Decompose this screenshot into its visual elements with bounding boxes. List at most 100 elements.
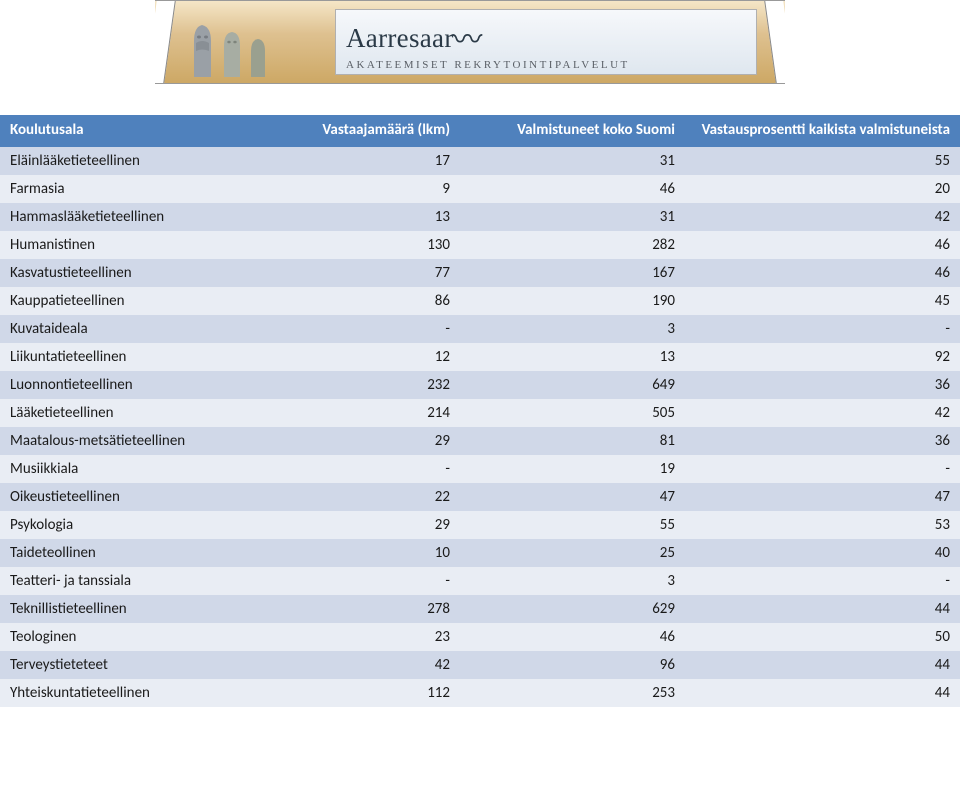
row-label: Kuvataideala	[0, 315, 260, 343]
row-col2: 505	[460, 399, 685, 427]
table-row: Taideteollinen102540	[0, 539, 960, 567]
table-row: Oikeustieteellinen224747	[0, 483, 960, 511]
row-col3: 44	[685, 651, 960, 679]
row-col2: 55	[460, 511, 685, 539]
data-table: Koulutusala Vastaajamäärä (lkm) Valmistu…	[0, 115, 960, 707]
row-col2: 31	[460, 147, 685, 175]
table-row: Kauppatieteellinen8619045	[0, 287, 960, 315]
table-row: Teatteri- ja tanssiala-3-	[0, 567, 960, 595]
row-col2: 81	[460, 427, 685, 455]
row-col2: 3	[460, 315, 685, 343]
col-header-vastaajamaara: Vastaajamäärä (lkm)	[260, 115, 460, 147]
row-label: Liikuntatieteellinen	[0, 343, 260, 371]
brand-text-left: Aarresaar	[346, 23, 454, 53]
row-col3: 36	[685, 427, 960, 455]
row-col3: 36	[685, 371, 960, 399]
brand-tagline: Akateemiset rekrytointipalvelut	[346, 59, 746, 71]
row-col2: 46	[460, 175, 685, 203]
table-row: Teologinen234650	[0, 623, 960, 651]
row-label: Farmasia	[0, 175, 260, 203]
row-col3: -	[685, 567, 960, 595]
row-label: Kauppatieteellinen	[0, 287, 260, 315]
row-col1: 29	[260, 427, 460, 455]
row-col2: 96	[460, 651, 685, 679]
row-col1: 278	[260, 595, 460, 623]
banner: Aarresaar〰 Akateemiset rekrytointipalvel…	[155, 0, 785, 84]
table-row: Eläinlääketieteellinen173155	[0, 147, 960, 175]
row-col1: 112	[260, 679, 460, 707]
row-col1: 10	[260, 539, 460, 567]
table-row: Luonnontieteellinen23264936	[0, 371, 960, 399]
row-label: Yhteiskuntatieteellinen	[0, 679, 260, 707]
row-col3: 42	[685, 203, 960, 231]
brand-panel: Aarresaar〰 Akateemiset rekrytointipalvel…	[335, 9, 757, 75]
table-row: Humanistinen13028246	[0, 231, 960, 259]
row-col2: 19	[460, 455, 685, 483]
row-col1: 22	[260, 483, 460, 511]
row-col2: 649	[460, 371, 685, 399]
row-col1: 13	[260, 203, 460, 231]
table-row: Farmasia94620	[0, 175, 960, 203]
row-label: Maatalous-metsätieteellinen	[0, 427, 260, 455]
row-col2: 47	[460, 483, 685, 511]
table-row: Hammaslääketieteellinen133142	[0, 203, 960, 231]
table-row: Kasvatustieteellinen7716746	[0, 259, 960, 287]
row-label: Terveystieteteet	[0, 651, 260, 679]
moai-statues-icon	[187, 21, 269, 79]
row-col1: 12	[260, 343, 460, 371]
table-row: Kuvataideala-3-	[0, 315, 960, 343]
row-label: Taideteollinen	[0, 539, 260, 567]
row-col2: 253	[460, 679, 685, 707]
row-col3: 44	[685, 679, 960, 707]
row-label: Humanistinen	[0, 231, 260, 259]
row-col3: 44	[685, 595, 960, 623]
row-col3: -	[685, 315, 960, 343]
row-col1: 86	[260, 287, 460, 315]
row-col3: 53	[685, 511, 960, 539]
table-row: Liikuntatieteellinen121392	[0, 343, 960, 371]
row-label: Hammaslääketieteellinen	[0, 203, 260, 231]
table-row: Yhteiskuntatieteellinen11225344	[0, 679, 960, 707]
row-col1: 9	[260, 175, 460, 203]
row-col1: 23	[260, 623, 460, 651]
brand-title: Aarresaar〰	[346, 16, 746, 55]
row-col2: 282	[460, 231, 685, 259]
row-col1: 214	[260, 399, 460, 427]
row-col2: 13	[460, 343, 685, 371]
row-col1: 42	[260, 651, 460, 679]
row-label: Eläinlääketieteellinen	[0, 147, 260, 175]
row-col3: 55	[685, 147, 960, 175]
row-col2: 629	[460, 595, 685, 623]
row-col2: 25	[460, 539, 685, 567]
row-col3: 46	[685, 259, 960, 287]
row-label: Luonnontieteellinen	[0, 371, 260, 399]
table-row: Maatalous-metsätieteellinen298136	[0, 427, 960, 455]
col-header-valmistuneet: Valmistuneet koko Suomi	[460, 115, 685, 147]
row-col1: 29	[260, 511, 460, 539]
row-col1: -	[260, 567, 460, 595]
row-label: Kasvatustieteellinen	[0, 259, 260, 287]
brand-wave-icon: 〰	[452, 15, 482, 58]
row-col1: 130	[260, 231, 460, 259]
row-col2: 190	[460, 287, 685, 315]
col-header-vastausprosentti: Vastausprosentti kaikista valmistuneista	[685, 115, 960, 147]
row-col3: 20	[685, 175, 960, 203]
row-col3: 45	[685, 287, 960, 315]
row-col3: 46	[685, 231, 960, 259]
row-col3: 47	[685, 483, 960, 511]
row-col1: -	[260, 455, 460, 483]
row-col3: 40	[685, 539, 960, 567]
row-label: Musiikkiala	[0, 455, 260, 483]
row-label: Psykologia	[0, 511, 260, 539]
row-col3: 92	[685, 343, 960, 371]
table-row: Teknillistieteellinen27862944	[0, 595, 960, 623]
table-row: Musiikkiala-19-	[0, 455, 960, 483]
row-col1: 232	[260, 371, 460, 399]
table-row: Psykologia295553	[0, 511, 960, 539]
row-col2: 3	[460, 567, 685, 595]
row-col2: 31	[460, 203, 685, 231]
row-label: Teknillistieteellinen	[0, 595, 260, 623]
table-row: Terveystieteteet429644	[0, 651, 960, 679]
row-label: Teologinen	[0, 623, 260, 651]
row-col1: 17	[260, 147, 460, 175]
